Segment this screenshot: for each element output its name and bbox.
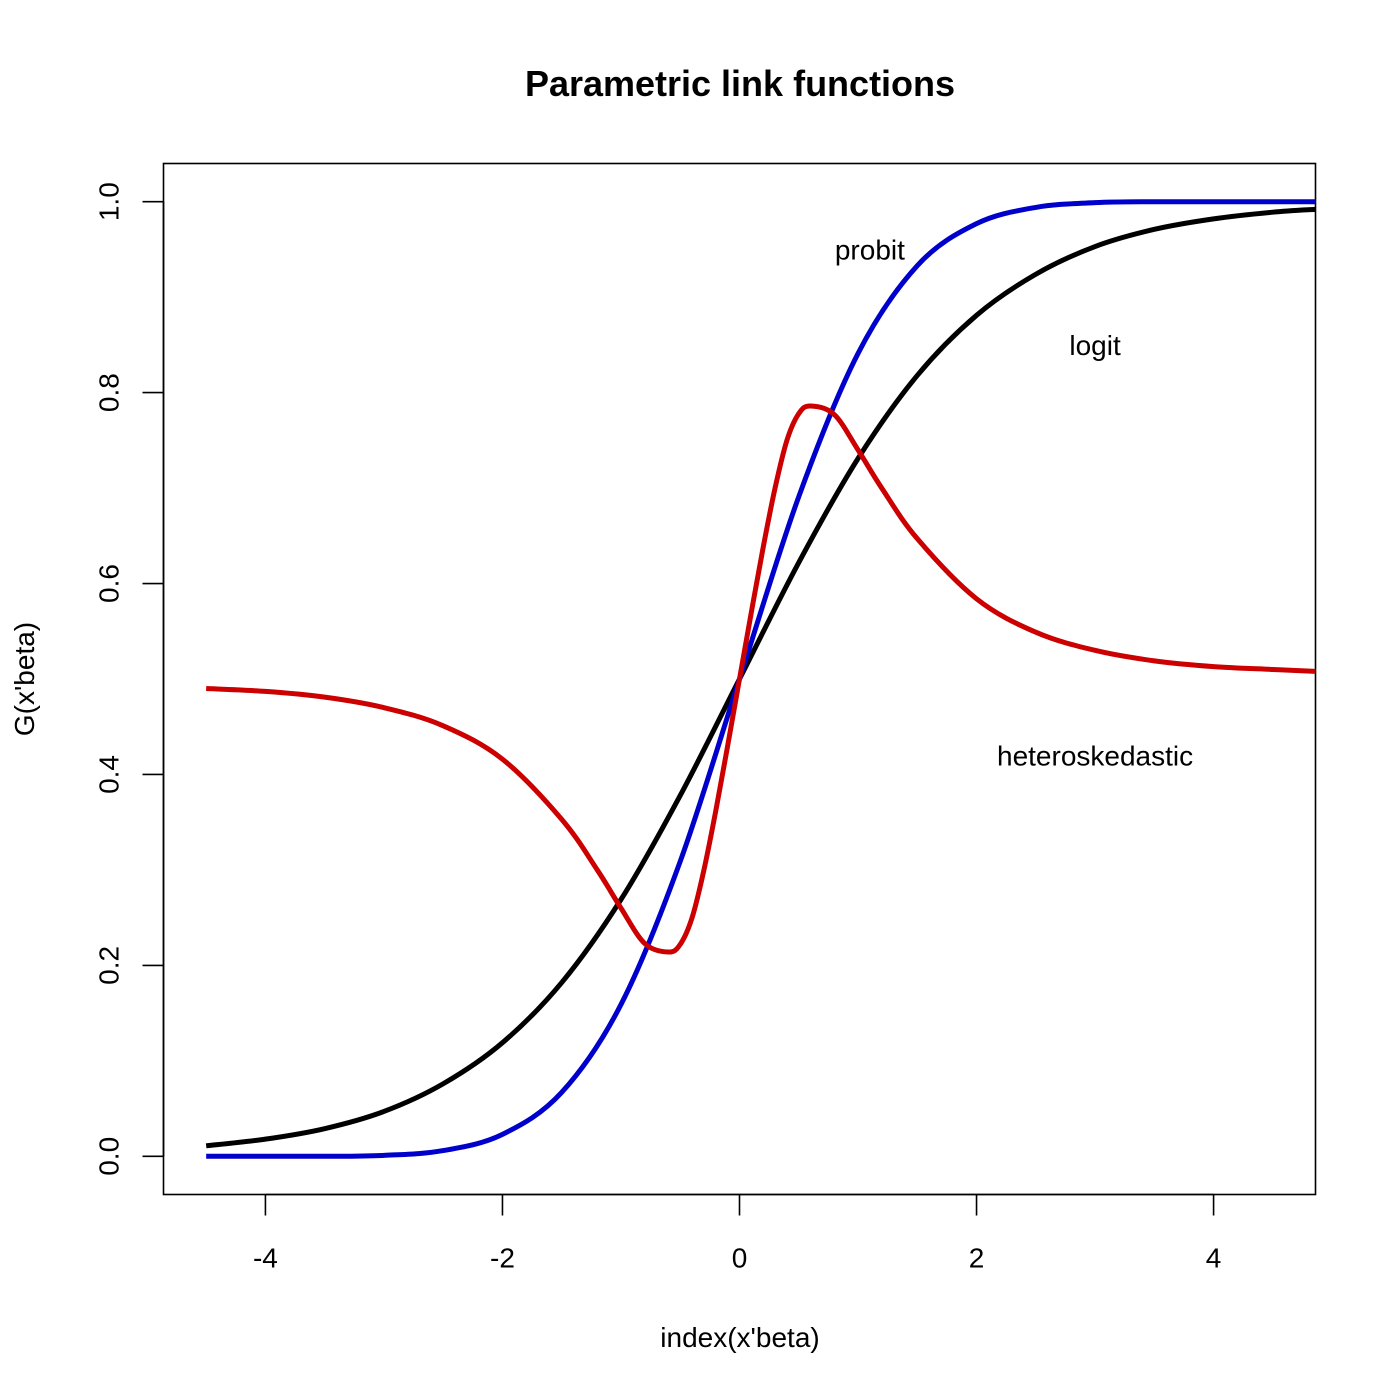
series-line-probit: [206, 199, 1316, 1159]
chart-title: Parametric link functions: [525, 63, 955, 104]
annotation-probit: probit: [835, 234, 905, 265]
x-tick-label: 4: [1206, 1243, 1222, 1274]
y-tick-label: 1.0: [94, 182, 125, 221]
y-tick-label: 0.2: [94, 946, 125, 985]
series-line-heteroskedastic: [206, 403, 1316, 955]
x-tick-label: -4: [253, 1243, 278, 1274]
x-tick-label: -2: [490, 1243, 515, 1274]
y-tick-label: 0.8: [94, 373, 125, 412]
annotation-logit: logit: [1069, 330, 1121, 361]
series-line-logit: [205, 206, 1316, 1149]
x-axis-label: index(x'beta): [660, 1322, 819, 1353]
x-tick-label: 0: [732, 1243, 748, 1274]
series-layer: [205, 199, 1316, 1159]
annotation-layer: probit logit heteroskedastic: [835, 234, 1193, 771]
y-tick-label: 0.6: [94, 564, 125, 603]
annotation-heteroskedastic: heteroskedastic: [997, 740, 1193, 771]
x-axis: -4 -2 0 2 4: [253, 1193, 1222, 1274]
y-tick-label: 0.4: [94, 755, 125, 794]
y-axis-label: G(x'beta): [9, 622, 40, 736]
y-tick-label: 0.0: [94, 1137, 125, 1176]
x-tick-label: 2: [969, 1243, 985, 1274]
y-axis: 0.0 0.2 0.4 0.6 0.8 1.0: [94, 182, 165, 1176]
